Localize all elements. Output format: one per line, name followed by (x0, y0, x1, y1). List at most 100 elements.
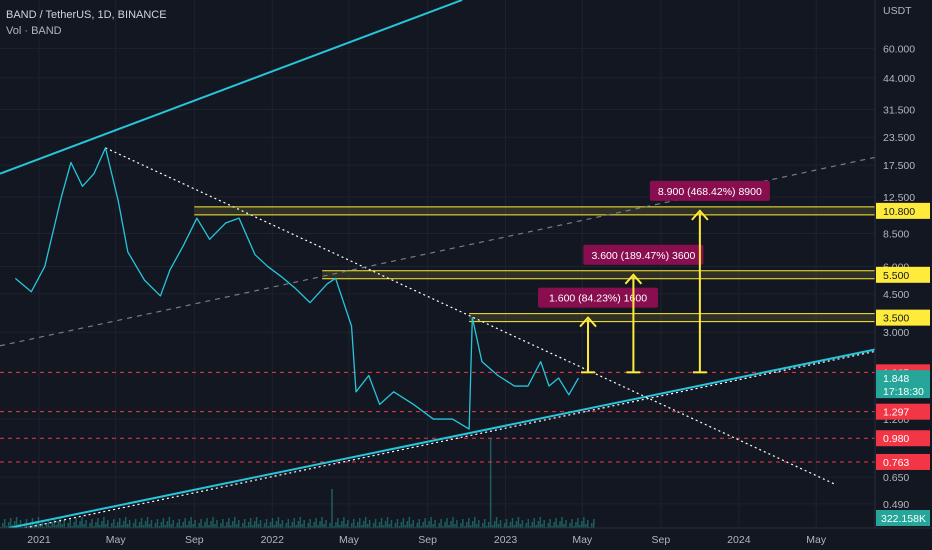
volume-bar (353, 519, 355, 528)
volume-bar (192, 524, 194, 528)
volume-bar (230, 525, 232, 528)
volume-bar (499, 520, 502, 528)
volume-bar (517, 517, 520, 528)
volume-bar (581, 521, 583, 528)
volume-bar (583, 517, 585, 528)
volume-bar (198, 523, 200, 528)
volume-bar (83, 524, 85, 528)
x-tick-label: Sep (185, 534, 204, 546)
volume-bar (194, 520, 196, 528)
volume-bar (232, 521, 234, 528)
volume-bar (476, 524, 478, 528)
volume-bar (402, 518, 405, 528)
volume-bar (51, 522, 54, 528)
volume-bar (257, 524, 260, 528)
volume-bar (222, 519, 224, 528)
volume-bar (468, 518, 470, 528)
volume-bar (497, 524, 500, 528)
volume-bar (460, 523, 462, 528)
volume-bar (400, 522, 403, 528)
volume-bar (343, 517, 345, 528)
volume-bar (351, 523, 353, 528)
volume-bar (238, 520, 240, 528)
y-tick-label: 4.500 (883, 289, 909, 301)
volume-bar (267, 526, 270, 528)
volume-bar (122, 521, 125, 528)
volume-bar (271, 518, 274, 528)
volume-bar (55, 525, 58, 528)
price-axis[interactable]: USDT 60.000 44.000 31.500 23.500 17.500 12.500… (874, 0, 932, 550)
volume-bar (27, 526, 30, 528)
volume-bar (206, 518, 208, 528)
volume-bar (136, 526, 139, 528)
volume-bar (551, 526, 553, 528)
volume-bar (170, 524, 173, 528)
volume-bar (527, 519, 530, 528)
zone-badge: 3.500 (883, 313, 909, 325)
volume-bar (533, 518, 536, 528)
volume-bar (77, 525, 79, 528)
zone-badge: 5.500 (883, 270, 909, 282)
volume-bar (509, 522, 512, 528)
volume-bar (555, 518, 557, 528)
volume-bar (315, 518, 317, 528)
volume-bar (5, 526, 8, 528)
volume-bar (448, 525, 450, 528)
volume-bar (124, 517, 127, 528)
volume-bar (563, 524, 565, 528)
volume-bar (416, 523, 418, 528)
volume-bar (591, 523, 593, 528)
volume-bar (85, 520, 87, 528)
volume-bar (390, 520, 393, 528)
zone-badge-bg (876, 309, 930, 326)
volume-bar (184, 518, 186, 528)
volume-bar (396, 519, 399, 528)
x-tick-label: Sep (652, 534, 671, 546)
volume-bar (182, 522, 184, 528)
volume-bar (519, 524, 522, 528)
volume-bar (224, 526, 226, 528)
target-label: 8.900 (468.42%) 8900 (658, 186, 762, 198)
volume-bar (75, 518, 77, 528)
volume-bar (412, 520, 415, 528)
volume-bar (547, 523, 549, 528)
y-tick-label: 0.650 (883, 472, 909, 484)
volume-bar (321, 517, 323, 528)
volume-bar (160, 522, 163, 528)
volume-bar (339, 525, 341, 528)
volume-bar (81, 517, 83, 528)
volume-bar (442, 526, 444, 528)
zone-band (469, 313, 875, 322)
volume-bar (398, 526, 401, 528)
volume-badge-label: 322.158K (881, 513, 926, 525)
volume-bar (73, 522, 75, 528)
volume-bar (97, 518, 99, 528)
volume-bar (434, 520, 436, 528)
volume-bar (93, 526, 95, 528)
target-label-box (649, 180, 770, 201)
volume-bar (491, 525, 494, 528)
volume-bar (569, 523, 571, 528)
time-axis[interactable]: 2021 May Sep 2022 May Sep 2023 May Sep 2024 May (0, 527, 932, 550)
volume-bar (117, 522, 119, 528)
volume-bar (39, 524, 42, 528)
volume-bar (142, 525, 145, 528)
x-tick-label: 2023 (494, 534, 518, 546)
volume-bar (360, 525, 363, 528)
volume-bar (105, 524, 107, 528)
volume-bar (190, 517, 192, 528)
volume-bar (380, 518, 383, 528)
volume-bar (428, 521, 430, 528)
volume-bar (61, 524, 63, 528)
volume-bar (67, 523, 69, 528)
volume-bar (9, 518, 12, 528)
volume-bar (426, 525, 428, 528)
volume-bar (345, 524, 347, 528)
volume-bar (289, 526, 292, 528)
volume-bar (245, 526, 248, 528)
volume-bar (410, 524, 413, 528)
volume-bar (204, 522, 206, 528)
volume-bar (485, 526, 488, 528)
zone-badge-bg (876, 266, 930, 283)
